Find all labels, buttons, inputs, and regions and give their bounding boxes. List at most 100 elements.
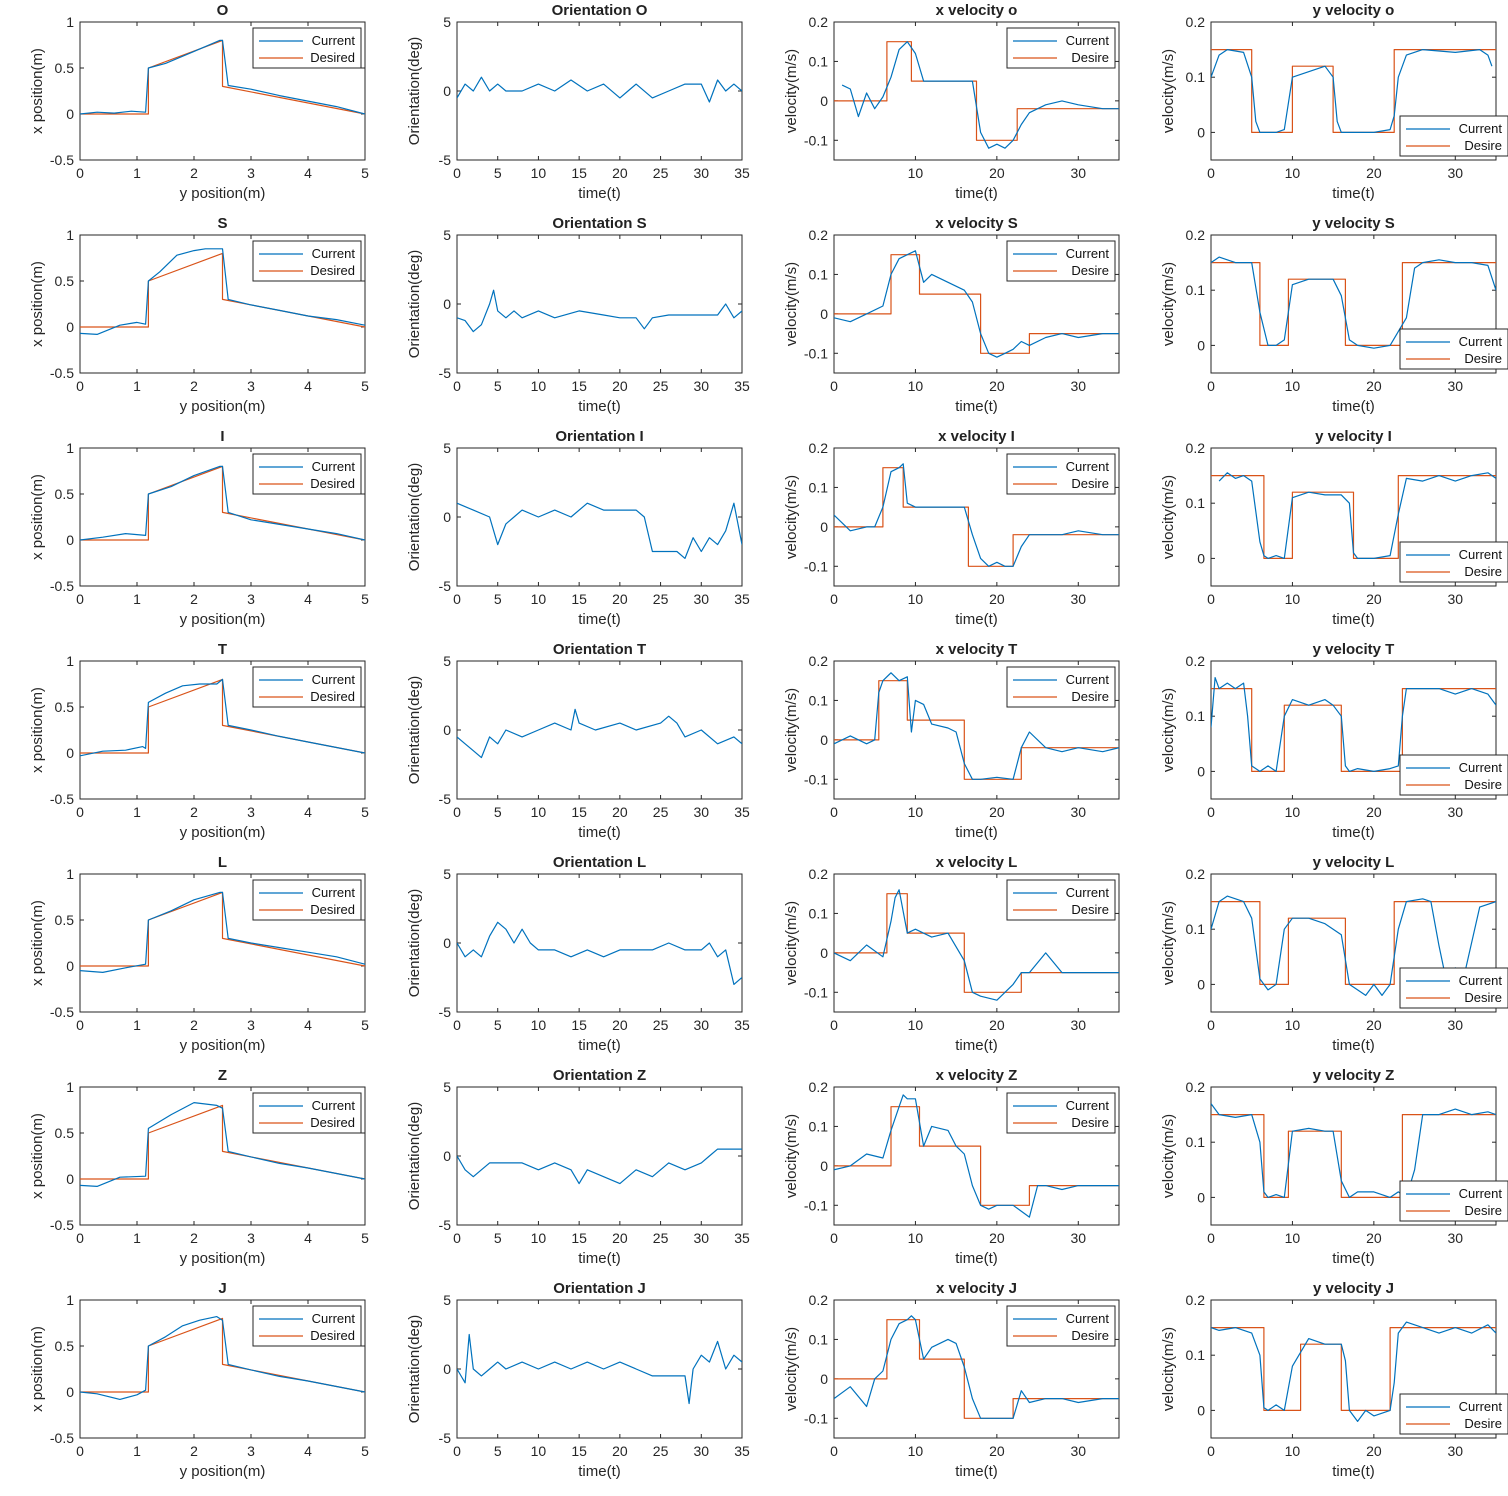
x-tick-label: 20 xyxy=(989,378,1005,394)
x-axis-label: time(t) xyxy=(578,611,621,628)
chart-panel: y velocity J 0 10 20 30 0 0.1 0.2 time(t) velocit… xyxy=(1131,1278,1508,1491)
y-tick-label: 0.2 xyxy=(1186,14,1206,30)
y-tick-label: 0 xyxy=(443,83,451,99)
series-line-current xyxy=(841,41,1119,149)
plot-area xyxy=(456,1086,743,1226)
y-tick-label: 0.2 xyxy=(809,653,829,669)
legend-box xyxy=(252,1305,362,1347)
legend: Current Desired xyxy=(252,1092,362,1134)
chart-title: x velocity I xyxy=(938,428,1015,445)
x-tick-label: 20 xyxy=(1366,1230,1382,1246)
x-tick-label: 30 xyxy=(1070,591,1086,607)
chart-svg: S0 1 2 3 4 5-0.500.51y position(m)x position(… xyxy=(29,215,369,415)
y-axis-label: velocity(m/s) xyxy=(783,1327,800,1411)
x-tick-label: 30 xyxy=(1070,1230,1086,1246)
x-tick-label: 4 xyxy=(304,165,312,181)
series-line-current xyxy=(80,39,365,115)
y-tick-label: -5 xyxy=(439,1430,452,1446)
x-axis-label: y position(m) xyxy=(180,1463,266,1480)
legend-label: Current xyxy=(312,33,356,48)
y-tick-label: 0 xyxy=(443,509,451,525)
y-tick-label: 0.1 xyxy=(1186,708,1206,724)
x-tick-label: 15 xyxy=(571,1443,587,1459)
y-tick-label: 0 xyxy=(1197,1189,1205,1205)
y-axis-label: Orientation(deg) xyxy=(406,1315,423,1423)
series-group xyxy=(834,672,1119,780)
y-tick-label: 0.1 xyxy=(1186,921,1206,937)
x-tick-label: 0 xyxy=(76,1230,84,1246)
series-line-current xyxy=(80,1101,365,1188)
y-axis-label: x position(m) xyxy=(29,474,46,560)
legend-box xyxy=(1399,1393,1508,1435)
series-line-desired xyxy=(1211,48,1496,133)
chart-panel: y velocity o 0 10 20 30 0 0.1 0.2 time(t) velocit… xyxy=(1131,0,1508,213)
chart-title: Orientation S xyxy=(552,215,646,232)
chart-panel: Z 0 1 2 3 4 5 -0.5 0 0.5 1 y position(m) x position(… xyxy=(0,1065,377,1278)
y-tick-label: 0.2 xyxy=(809,440,829,456)
chart-panel: x velocity Z 0 10 20 30 -0.1 0 0.1 0.2 time(t) vel… xyxy=(754,1065,1131,1278)
plot-area xyxy=(456,447,743,587)
series-line-current xyxy=(834,1094,1119,1218)
legend-box xyxy=(1006,453,1116,495)
y-tick-label: 5 xyxy=(443,227,451,243)
chart-title: Orientation O xyxy=(552,2,648,19)
y-axis-label: velocity(m/s) xyxy=(1160,901,1177,985)
legend-box xyxy=(1006,1305,1116,1347)
y-tick-label: -0.5 xyxy=(50,578,74,594)
x-axis-label: time(t) xyxy=(578,398,621,415)
series-line-desired xyxy=(834,1319,1119,1419)
x-tick-label: 30 xyxy=(693,591,709,607)
series-group xyxy=(457,289,742,333)
chart-svg: y velocity J 0 10 20 30 0 0.1 0.2 time(t) velocit… xyxy=(1160,1280,1508,1480)
x-tick-label: 2 xyxy=(190,165,198,181)
legend: Current Desired xyxy=(252,879,362,921)
series-group xyxy=(457,1148,742,1185)
chart-panel: S 0 1 2 3 4 5 -0.5 0 0.5 1 y position(m) x position(… xyxy=(0,213,377,426)
chart-title: y velocity S xyxy=(1312,215,1395,232)
y-tick-label: -0.1 xyxy=(804,558,828,574)
chart-svg: I0 1 2 3 4 5-0.500.51y position(m)x position(… xyxy=(29,428,369,628)
y-tick-label: 0.5 xyxy=(55,1125,75,1141)
x-tick-label: 35 xyxy=(734,591,750,607)
y-tick-label: 0.1 xyxy=(809,1118,829,1134)
x-tick-label: 5 xyxy=(494,1017,502,1033)
y-tick-label: 0.2 xyxy=(809,1292,829,1308)
chart-panel: Orientation J 0 5 10 15 20 25 30 35 -5 0 5 time(t) Or… xyxy=(377,1278,754,1491)
legend-box xyxy=(1399,541,1508,583)
x-tick-label: 0 xyxy=(1207,378,1215,394)
y-axis-label: velocity(m/s) xyxy=(783,475,800,559)
chart-title: y velocity o xyxy=(1313,2,1395,19)
series-group xyxy=(1211,1321,1496,1422)
x-tick-label: 5 xyxy=(361,378,369,394)
series-line-current xyxy=(457,502,742,559)
x-tick-label: 5 xyxy=(361,804,369,820)
x-axis-label: time(t) xyxy=(1332,1037,1375,1054)
x-tick-label: 0 xyxy=(830,1230,838,1246)
chart-title: S xyxy=(217,215,227,232)
x-tick-label: 3 xyxy=(247,804,255,820)
y-tick-label: 5 xyxy=(443,1292,451,1308)
chart-panel: y velocity S 0 10 20 30 0 0.1 0.2 time(t) velocit… xyxy=(1131,213,1508,426)
series-line-current xyxy=(834,672,1119,780)
x-tick-label: 2 xyxy=(190,1230,198,1246)
y-tick-label: 5 xyxy=(443,653,451,669)
plot-area xyxy=(456,21,743,161)
x-tick-label: 2 xyxy=(190,378,198,394)
y-tick-label: 0.5 xyxy=(55,699,75,715)
x-tick-label: 35 xyxy=(734,1230,750,1246)
x-tick-label: 30 xyxy=(1447,378,1463,394)
x-tick-label: 0 xyxy=(453,804,461,820)
series-group xyxy=(80,39,365,115)
series-line-current xyxy=(457,289,742,333)
legend-label: Current xyxy=(1459,547,1503,562)
x-tick-label: 3 xyxy=(247,165,255,181)
legend-label: Desired xyxy=(310,689,355,704)
series-group xyxy=(1211,48,1496,133)
x-tick-label: 15 xyxy=(571,591,587,607)
x-tick-label: 10 xyxy=(1285,591,1301,607)
legend-label: Desire xyxy=(1464,138,1502,153)
series-line-desired xyxy=(1211,900,1496,985)
x-tick-label: 30 xyxy=(693,1443,709,1459)
x-tick-label: 0 xyxy=(1207,1230,1215,1246)
x-tick-label: 10 xyxy=(531,804,547,820)
